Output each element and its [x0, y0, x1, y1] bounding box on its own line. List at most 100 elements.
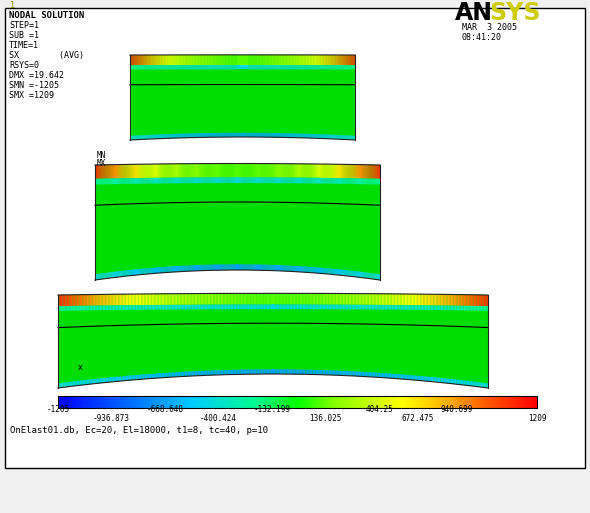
- Polygon shape: [150, 135, 151, 139]
- Polygon shape: [313, 396, 314, 408]
- Polygon shape: [445, 378, 446, 383]
- Polygon shape: [196, 305, 198, 309]
- Polygon shape: [402, 305, 403, 310]
- Polygon shape: [279, 133, 280, 137]
- Polygon shape: [292, 65, 293, 69]
- Polygon shape: [237, 293, 238, 305]
- Polygon shape: [174, 164, 175, 177]
- Polygon shape: [281, 177, 282, 183]
- Polygon shape: [131, 396, 132, 408]
- Polygon shape: [161, 134, 162, 139]
- Polygon shape: [343, 270, 344, 275]
- Polygon shape: [120, 305, 122, 310]
- Polygon shape: [352, 165, 353, 179]
- Polygon shape: [181, 65, 182, 69]
- Polygon shape: [300, 133, 301, 138]
- Polygon shape: [324, 134, 325, 139]
- Polygon shape: [138, 178, 139, 184]
- Polygon shape: [201, 55, 202, 65]
- Polygon shape: [331, 370, 333, 375]
- Polygon shape: [113, 305, 114, 310]
- Polygon shape: [119, 305, 120, 310]
- Polygon shape: [429, 377, 431, 382]
- Polygon shape: [147, 396, 148, 408]
- Polygon shape: [188, 65, 189, 69]
- Polygon shape: [385, 294, 386, 305]
- Polygon shape: [183, 266, 185, 271]
- Polygon shape: [346, 270, 347, 276]
- Polygon shape: [142, 269, 143, 274]
- Polygon shape: [221, 370, 222, 375]
- Polygon shape: [142, 55, 143, 65]
- Polygon shape: [179, 134, 180, 138]
- Polygon shape: [341, 178, 342, 184]
- Polygon shape: [96, 294, 97, 306]
- Polygon shape: [192, 293, 193, 305]
- Polygon shape: [255, 133, 257, 137]
- Polygon shape: [103, 273, 104, 279]
- Polygon shape: [157, 267, 158, 273]
- Polygon shape: [333, 135, 334, 139]
- Polygon shape: [273, 177, 274, 183]
- Polygon shape: [324, 268, 326, 274]
- Polygon shape: [363, 293, 364, 305]
- Polygon shape: [304, 164, 306, 177]
- Polygon shape: [97, 396, 98, 408]
- Polygon shape: [150, 164, 151, 178]
- Polygon shape: [379, 179, 380, 185]
- Polygon shape: [67, 306, 68, 311]
- Polygon shape: [152, 294, 153, 305]
- Polygon shape: [329, 293, 330, 305]
- Polygon shape: [77, 381, 78, 386]
- Polygon shape: [213, 164, 214, 177]
- Polygon shape: [230, 55, 231, 65]
- Polygon shape: [301, 293, 303, 305]
- Text: MN: MN: [97, 151, 106, 160]
- Polygon shape: [227, 396, 228, 408]
- Polygon shape: [293, 396, 294, 408]
- Polygon shape: [322, 65, 323, 69]
- Polygon shape: [171, 164, 172, 177]
- Polygon shape: [378, 396, 379, 408]
- Polygon shape: [73, 381, 74, 386]
- Polygon shape: [183, 293, 185, 305]
- Polygon shape: [481, 306, 482, 311]
- Polygon shape: [97, 294, 99, 306]
- Text: -1205: -1205: [47, 405, 70, 414]
- Polygon shape: [215, 293, 216, 305]
- Polygon shape: [290, 396, 291, 408]
- Polygon shape: [478, 306, 479, 311]
- Polygon shape: [350, 165, 352, 178]
- Polygon shape: [77, 396, 78, 408]
- Polygon shape: [399, 396, 400, 408]
- Polygon shape: [228, 133, 230, 137]
- Polygon shape: [241, 65, 242, 69]
- Polygon shape: [398, 294, 399, 305]
- Polygon shape: [270, 265, 271, 270]
- Polygon shape: [212, 396, 213, 408]
- Polygon shape: [211, 164, 212, 177]
- Polygon shape: [143, 55, 145, 65]
- Polygon shape: [191, 164, 192, 177]
- Polygon shape: [297, 177, 298, 183]
- Polygon shape: [143, 164, 145, 178]
- Polygon shape: [285, 65, 286, 69]
- Polygon shape: [63, 383, 64, 387]
- Polygon shape: [228, 305, 229, 309]
- Polygon shape: [328, 55, 329, 65]
- Polygon shape: [214, 65, 215, 69]
- Polygon shape: [342, 164, 343, 178]
- Polygon shape: [292, 164, 293, 177]
- Polygon shape: [353, 65, 354, 69]
- Polygon shape: [503, 396, 504, 408]
- Polygon shape: [153, 305, 155, 310]
- Polygon shape: [75, 396, 76, 408]
- Polygon shape: [282, 177, 283, 183]
- Polygon shape: [127, 164, 129, 178]
- Polygon shape: [331, 134, 332, 139]
- Polygon shape: [264, 164, 265, 177]
- Polygon shape: [310, 396, 311, 408]
- Polygon shape: [110, 377, 111, 382]
- Polygon shape: [273, 65, 274, 69]
- Polygon shape: [349, 270, 350, 277]
